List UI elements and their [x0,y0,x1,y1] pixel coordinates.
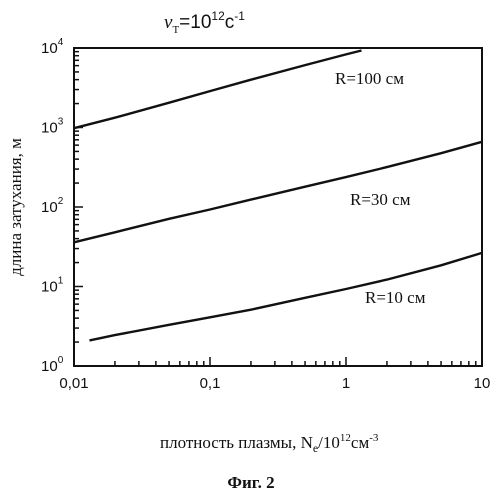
x-tick-label: 0,01 [59,375,88,392]
series-label-r30: R=30 см [350,190,411,209]
series-line-1 [74,142,482,243]
x-tick-labels: 0,01 0,1 1 10 [59,375,490,392]
figure-caption: Фиг. 2 [227,473,274,492]
series-label-r10: R=10 см [365,288,426,307]
y-tick-label: 102 [41,196,64,216]
x-axis-title: плотность плазмы, Ne/1012см-3 [160,432,379,455]
y-tick-labels: 100 101 102 103 104 [41,37,64,375]
x-tick-label: 1 [342,375,350,392]
y-tick-label: 104 [41,37,64,57]
y-tick-label: 100 [41,355,64,375]
y-axis-title: длина затухания, м [6,138,25,276]
plot-frame [74,48,482,366]
x-tick-label: 10 [474,375,491,392]
series-label-r100: R=100 см [335,69,404,88]
y-tick-label: 103 [41,117,64,137]
series-line-0 [74,51,362,129]
x-tick-label: 0,1 [200,375,221,392]
header-formula: νT=1012c-1 [164,9,245,36]
axis-ticks [74,52,476,366]
y-tick-label: 101 [41,276,64,296]
